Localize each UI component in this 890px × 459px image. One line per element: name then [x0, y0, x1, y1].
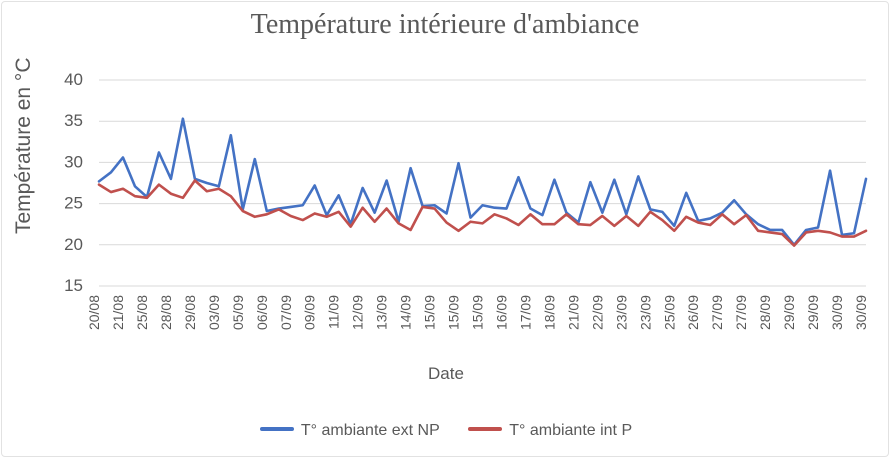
svg-text:26/09: 26/09 [685, 295, 701, 330]
svg-text:13/09: 13/09 [374, 295, 390, 330]
svg-text:15: 15 [64, 276, 83, 295]
svg-text:11/09: 11/09 [326, 295, 342, 329]
svg-text:06/09: 06/09 [254, 295, 270, 330]
svg-text:12/09: 12/09 [350, 295, 366, 330]
svg-text:07/09: 07/09 [278, 295, 294, 330]
svg-text:29/09: 29/09 [805, 295, 821, 330]
svg-text:20: 20 [64, 235, 83, 254]
svg-text:15/09: 15/09 [470, 295, 486, 330]
svg-text:15/09: 15/09 [422, 295, 438, 330]
svg-text:23/09: 23/09 [637, 295, 653, 330]
svg-text:28/09: 28/09 [757, 295, 773, 330]
svg-text:25: 25 [64, 194, 83, 213]
svg-text:05/09: 05/09 [230, 295, 246, 330]
svg-text:20/08: 20/08 [86, 295, 102, 330]
svg-text:35: 35 [64, 111, 83, 130]
svg-text:21/09: 21/09 [565, 295, 581, 330]
svg-text:14/09: 14/09 [398, 295, 414, 330]
svg-text:18/09: 18/09 [541, 295, 557, 330]
svg-text:09/09: 09/09 [302, 295, 318, 330]
svg-text:03/09: 03/09 [206, 295, 222, 330]
svg-text:25/08: 25/08 [134, 295, 150, 330]
svg-text:28/08: 28/08 [158, 295, 174, 330]
svg-text:22/09: 22/09 [589, 295, 605, 330]
svg-text:29/08: 29/08 [182, 295, 198, 330]
svg-text:23/09: 23/09 [613, 295, 629, 330]
svg-text:30: 30 [64, 152, 83, 171]
svg-text:30/09: 30/09 [853, 295, 869, 330]
svg-text:17/09: 17/09 [517, 295, 533, 330]
svg-text:21/08: 21/08 [110, 295, 126, 330]
svg-text:25/09: 25/09 [661, 295, 677, 330]
svg-text:29/09: 29/09 [781, 295, 797, 330]
svg-text:15/09: 15/09 [446, 295, 462, 330]
svg-text:27/09: 27/09 [709, 295, 725, 330]
svg-text:40: 40 [64, 70, 83, 89]
svg-text:30/09: 30/09 [829, 295, 845, 330]
svg-text:27/09: 27/09 [733, 295, 749, 330]
svg-text:16/09: 16/09 [493, 295, 509, 330]
